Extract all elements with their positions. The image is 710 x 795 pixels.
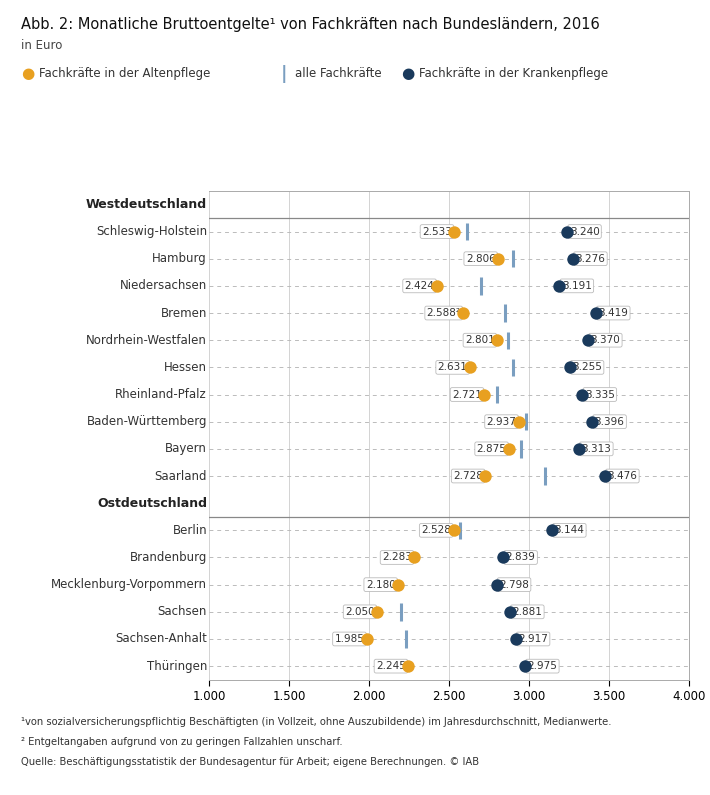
Point	[577, 388, 588, 401]
Text: Thüringen: Thüringen	[147, 660, 207, 673]
Text: 2.806: 2.806	[466, 254, 496, 264]
Text: Abb. 2: Monatliche Bruttoentgelte¹ von Fachkräften nach Bundesländern, 2016: Abb. 2: Monatliche Bruttoentgelte¹ von F…	[21, 17, 600, 32]
Point	[491, 578, 503, 591]
Text: 2.180: 2.180	[366, 580, 395, 590]
Point	[403, 660, 414, 673]
Point	[492, 252, 503, 265]
Text: ² Entgeltangaben aufgrund von zu geringen Fallzahlen unscharf.: ² Entgeltangaben aufgrund von zu geringe…	[21, 737, 343, 747]
Point	[562, 225, 573, 238]
Text: ●: ●	[21, 67, 35, 81]
Text: Fachkräfte in der Krankenpflege: Fachkräfte in der Krankenpflege	[419, 68, 608, 80]
Text: Hessen: Hessen	[164, 361, 207, 374]
Point	[479, 388, 490, 401]
Text: Quelle: Beschäftigungsstatistik der Bundesagentur für Arbeit; eigene Berechnunge: Quelle: Beschäftigungsstatistik der Bund…	[21, 757, 479, 767]
Text: 3.335: 3.335	[585, 390, 615, 400]
Text: Bremen: Bremen	[160, 307, 207, 320]
Point	[449, 225, 460, 238]
Point	[564, 361, 575, 374]
Text: ●: ●	[401, 67, 415, 81]
Text: alle Fachkräfte: alle Fachkräfte	[295, 68, 381, 80]
Point	[586, 415, 598, 428]
Text: 3.476: 3.476	[607, 471, 638, 481]
Point	[546, 524, 557, 537]
Text: 3.313: 3.313	[581, 444, 611, 454]
Point	[513, 415, 525, 428]
Text: Berlin: Berlin	[173, 524, 207, 537]
Text: 2.050: 2.050	[345, 607, 375, 617]
Text: 2.975: 2.975	[528, 661, 557, 671]
Text: 3.240: 3.240	[569, 227, 599, 237]
Text: 2.798: 2.798	[499, 580, 529, 590]
Text: ¹von sozialversicherungspflichtig Beschäftigten (in Vollzeit, ohne Auszubildende: ¹von sozialversicherungspflichtig Beschä…	[21, 717, 612, 727]
Text: 2.721: 2.721	[452, 390, 482, 400]
Text: 3.191: 3.191	[562, 281, 591, 291]
Text: |: |	[280, 65, 287, 83]
Text: 2.631: 2.631	[438, 363, 468, 372]
Point	[567, 252, 579, 265]
Point	[554, 280, 565, 293]
Text: in Euro: in Euro	[21, 39, 62, 52]
Text: 2.917: 2.917	[518, 634, 548, 644]
Point	[448, 524, 459, 537]
Text: Westdeutschland: Westdeutschland	[86, 198, 207, 211]
Text: 2.245: 2.245	[376, 661, 406, 671]
Text: 3.276: 3.276	[575, 254, 606, 264]
Text: 3.144: 3.144	[555, 525, 584, 535]
Point	[498, 551, 509, 564]
Point	[361, 633, 373, 646]
Point	[392, 578, 403, 591]
Point	[590, 307, 601, 320]
Point	[599, 470, 611, 483]
Point	[457, 307, 469, 320]
Text: 3.255: 3.255	[572, 363, 602, 372]
Text: 3.370: 3.370	[591, 335, 621, 345]
Point	[573, 443, 584, 456]
Text: 2.839: 2.839	[506, 553, 535, 563]
Text: 2.283: 2.283	[382, 553, 412, 563]
Text: 2.728: 2.728	[453, 471, 483, 481]
Text: Fachkräfte in der Altenpflege: Fachkräfte in der Altenpflege	[39, 68, 210, 80]
Text: 3.419: 3.419	[599, 308, 628, 318]
Text: 2.801: 2.801	[465, 335, 495, 345]
Text: Schleswig-Holstein: Schleswig-Holstein	[96, 225, 207, 238]
Text: 2.424: 2.424	[405, 281, 435, 291]
Text: 2.881: 2.881	[513, 607, 542, 617]
Text: 2.937: 2.937	[486, 417, 516, 427]
Text: Brandenburg: Brandenburg	[130, 551, 207, 564]
Text: Niedersachsen: Niedersachsen	[120, 279, 207, 293]
Text: 2.588²: 2.588²	[427, 308, 461, 318]
Point	[371, 606, 383, 619]
Text: 3.396: 3.396	[594, 417, 625, 427]
Text: Sachsen: Sachsen	[158, 605, 207, 619]
Point	[582, 334, 594, 347]
Text: Hamburg: Hamburg	[153, 252, 207, 266]
Text: Saarland: Saarland	[155, 470, 207, 483]
Text: Bayern: Bayern	[165, 442, 207, 456]
Point	[409, 551, 420, 564]
Text: Baden-Württemberg: Baden-Württemberg	[87, 415, 207, 429]
Point	[503, 443, 515, 456]
Point	[431, 280, 442, 293]
Point	[504, 606, 515, 619]
Text: 2.875: 2.875	[476, 444, 506, 454]
Point	[480, 470, 491, 483]
Text: Nordrhein-Westfalen: Nordrhein-Westfalen	[86, 334, 207, 347]
Point	[491, 334, 503, 347]
Point	[510, 633, 521, 646]
Text: Ostdeutschland: Ostdeutschland	[97, 497, 207, 510]
Text: Mecklenburg-Vorpommern: Mecklenburg-Vorpommern	[51, 578, 207, 591]
Text: Sachsen-Anhalt: Sachsen-Anhalt	[115, 633, 207, 646]
Text: 2.533: 2.533	[422, 227, 452, 237]
Text: Rheinland-Pfalz: Rheinland-Pfalz	[115, 388, 207, 401]
Point	[519, 660, 530, 673]
Text: 2.528: 2.528	[421, 525, 451, 535]
Text: 1.985: 1.985	[334, 634, 364, 644]
Point	[464, 361, 476, 374]
